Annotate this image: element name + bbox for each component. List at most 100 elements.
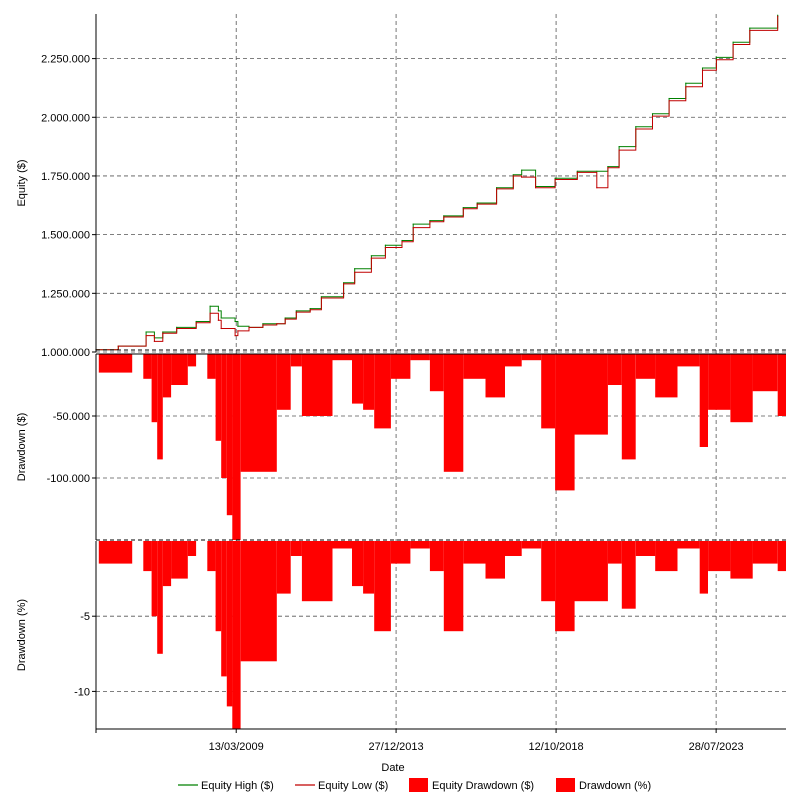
drawdown-bar — [752, 541, 778, 564]
drawdown-bar — [240, 354, 249, 472]
data-point — [162, 332, 164, 334]
data-point — [554, 178, 556, 181]
data-point — [370, 257, 372, 259]
drawdown-bar — [699, 354, 708, 447]
y-tick-label: -5 — [80, 611, 90, 623]
data-point — [576, 170, 578, 172]
data-point — [429, 221, 431, 223]
data-point — [145, 331, 147, 333]
drawdown-bar — [98, 354, 133, 373]
data-point — [412, 227, 414, 229]
drawdown-bar — [207, 354, 216, 379]
data-point — [195, 322, 197, 324]
drawdown-bar — [574, 354, 608, 435]
data-point — [749, 29, 751, 31]
data-point — [320, 297, 322, 299]
drawdown-bar — [151, 541, 158, 617]
drawdown-bar — [151, 354, 158, 423]
data-point — [521, 169, 523, 171]
drawdown-bar — [215, 354, 222, 441]
data-point — [685, 82, 687, 84]
drawdown-bar — [352, 354, 364, 404]
data-point — [176, 327, 178, 330]
drawdown-bar — [221, 354, 227, 478]
data-point — [496, 187, 498, 189]
data-point — [512, 175, 514, 177]
data-point — [401, 239, 403, 242]
drawdown-bar — [463, 354, 486, 379]
data-point — [117, 345, 119, 347]
data-point — [462, 208, 464, 210]
data-point — [276, 323, 278, 325]
y-axis-label: Equity ($) — [16, 159, 28, 206]
data-point — [701, 67, 704, 69]
y-tick-label: 1.500.000 — [41, 230, 90, 242]
data-point — [535, 187, 537, 189]
drawdown-bar — [187, 354, 197, 367]
drawdown-bar — [429, 354, 444, 392]
drawdown-bar — [521, 541, 542, 549]
drawdown-bar — [143, 541, 152, 572]
drawdown-bar — [232, 354, 241, 540]
data-point — [237, 325, 239, 327]
drawdown-bar — [410, 354, 430, 361]
x-axis-label: Date — [381, 762, 404, 774]
drawdown-bar — [98, 541, 133, 564]
data-point — [384, 244, 386, 246]
drawdown-bar — [541, 354, 556, 429]
drawdown-bar — [290, 354, 302, 367]
data-point — [476, 203, 478, 205]
drawdown-bar — [374, 354, 391, 429]
data-point — [512, 174, 514, 176]
data-point — [685, 86, 687, 88]
drawdown-bar — [429, 541, 444, 572]
drawdown-bar — [541, 541, 556, 602]
legend-label: Equity Low ($) — [318, 780, 388, 792]
legend-label: Drawdown (%) — [579, 780, 651, 792]
legend-swatch-box — [556, 778, 575, 792]
drawdown-bar — [290, 541, 302, 556]
data-point — [668, 97, 670, 100]
drawdown-bar — [363, 354, 375, 410]
drawdown-bar — [171, 541, 188, 579]
data-point — [618, 146, 620, 148]
data-point — [309, 309, 311, 311]
data-point — [521, 176, 523, 178]
y-tick-label: 1.750.000 — [41, 171, 90, 183]
data-point — [732, 41, 734, 43]
data-point — [217, 310, 219, 312]
data-point — [429, 220, 431, 222]
data-point — [343, 283, 345, 285]
drawdown-bar — [276, 541, 291, 594]
drawdown-bar — [332, 541, 352, 549]
data-point — [635, 128, 637, 130]
data-point — [284, 318, 286, 320]
data-point — [176, 326, 178, 328]
drawdown-bar — [607, 541, 622, 564]
drawdown-bar — [655, 541, 678, 572]
drawdown-bar — [157, 541, 163, 654]
data-point — [618, 149, 620, 151]
y-tick-label: 1.000.000 — [41, 347, 90, 359]
drawdown-bar — [410, 541, 430, 549]
drawdown-bar — [232, 541, 241, 729]
data-point — [607, 167, 609, 169]
drawdown-bar — [621, 541, 636, 609]
y-axis-label: Drawdown ($) — [16, 413, 28, 481]
drawdown-bar — [301, 541, 333, 602]
y-tick-label: 2.000.000 — [41, 112, 90, 124]
data-point — [715, 59, 718, 61]
drawdown-bar — [221, 541, 227, 677]
drawdown-bar — [555, 541, 575, 632]
data-point — [320, 296, 322, 298]
legend-item: Equity Drawdown ($) — [409, 778, 534, 792]
drawdown-bar — [635, 354, 656, 379]
data-point — [195, 320, 197, 323]
legend-swatch-box — [409, 778, 428, 792]
y-tick-label: -10 — [74, 686, 90, 698]
series-line — [96, 15, 779, 351]
data-point — [370, 255, 372, 257]
drawdown-bar — [777, 354, 786, 416]
data-point — [295, 310, 297, 312]
